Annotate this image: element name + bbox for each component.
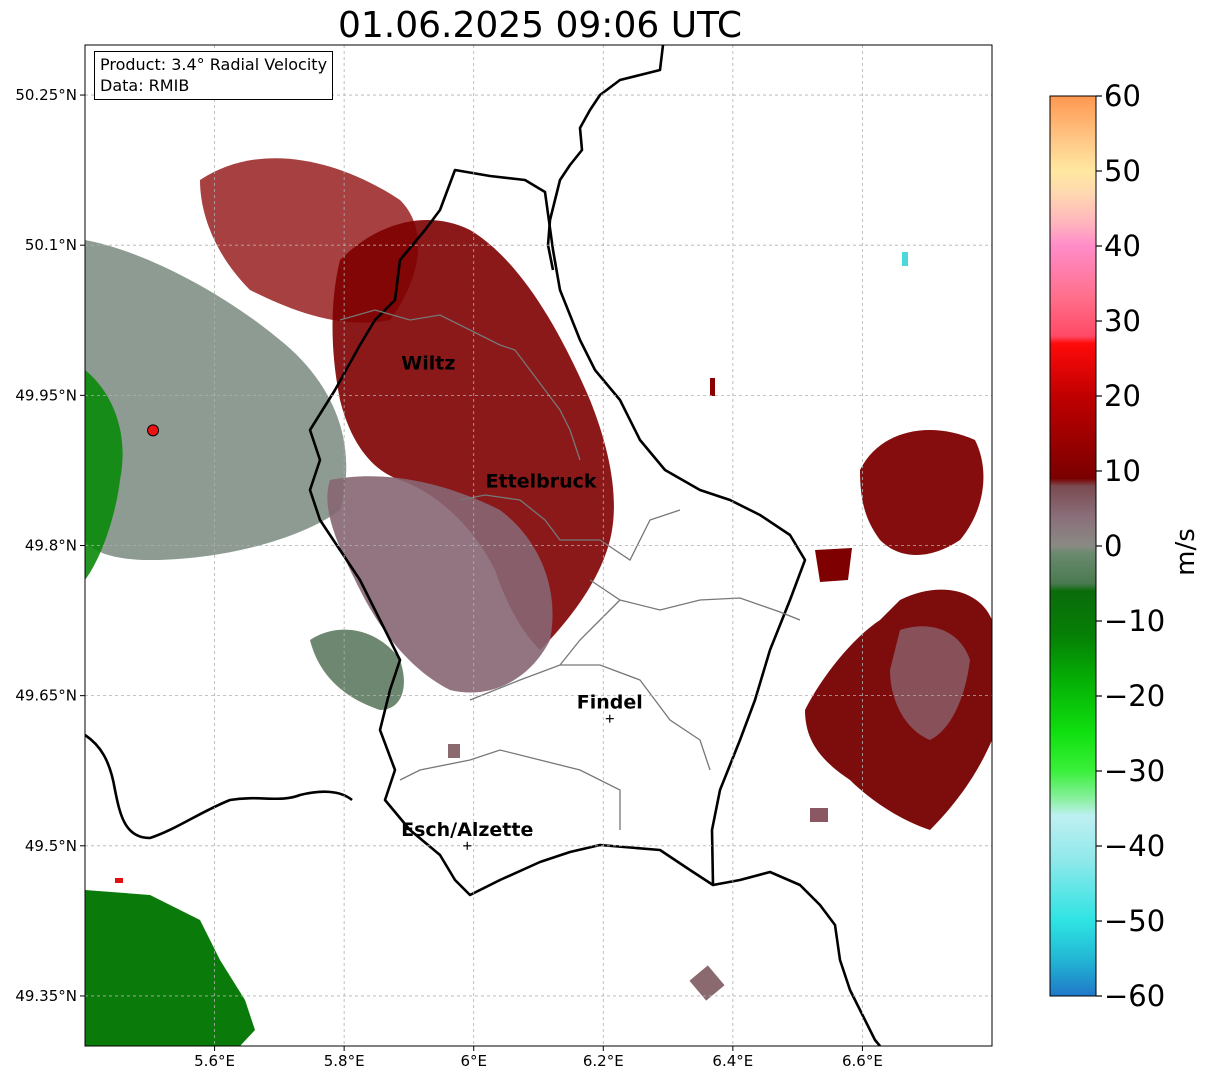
colorbar-tick-label: −50 — [1104, 904, 1165, 938]
echo-speck — [710, 378, 715, 396]
x-tick-label: 6.2°E — [583, 1052, 624, 1070]
canton-border — [459, 494, 681, 561]
radar-site-marker[interactable] — [147, 424, 160, 437]
echo-speck — [689, 965, 725, 1001]
y-tick-label: 50.25°N — [15, 86, 77, 104]
info-box: Product: 3.4° Radial Velocity Data: RMIB — [94, 51, 334, 100]
echo-green-sw — [85, 890, 255, 1046]
colorbar-label: m/s — [1168, 522, 1204, 582]
place-labels: Wiltz Ettelbruck Findel Esch/Alzette — [401, 352, 643, 850]
y-tick-label: 49.95°N — [15, 386, 77, 404]
x-tick-label: 6.6°E — [842, 1052, 883, 1070]
echo-speck — [810, 808, 828, 822]
echo-mauve-east — [890, 626, 970, 740]
colorbar: 60 50 40 30 20 10 0 −10 −20 −30 −40 −50 −60 — [1049, 79, 1165, 1013]
colorbar-tick-label: 40 — [1104, 229, 1141, 263]
colorbar-tick-label: −40 — [1104, 829, 1165, 863]
y-tick-label: 49.5°N — [25, 837, 77, 855]
x-tick-label: 5.8°E — [324, 1052, 365, 1070]
colorbar-tick-label: −60 — [1104, 979, 1165, 1013]
canton-borders — [339, 309, 801, 830]
x-axis: 5.6°E 5.8°E 6°E 6.2°E 6.4°E 6.6°E — [194, 1046, 883, 1070]
echo-red-main — [332, 220, 614, 650]
border-fr-de-south — [712, 870, 881, 1046]
colorbar-tick-label: −30 — [1104, 754, 1165, 788]
place-label: Findel — [577, 692, 643, 714]
x-tick-label: 6.4°E — [712, 1052, 753, 1070]
border-lu-be — [308, 168, 807, 897]
canton-border — [559, 599, 621, 666]
canton-border — [469, 664, 711, 771]
colorbar-unit: m/s — [1171, 528, 1201, 576]
gridlines — [85, 45, 992, 1046]
colorbar-tick-label: 20 — [1104, 379, 1141, 413]
colorbar-tick-label: 0 — [1104, 529, 1122, 563]
echo-red-east-top — [860, 430, 984, 555]
echo-mauve — [327, 476, 553, 693]
canton-border — [339, 309, 581, 461]
chart-title: 01.06.2025 09:06 UTC — [337, 5, 743, 46]
colorbar-ticks: 60 50 40 30 20 10 0 −10 −20 −30 −40 −50 −60 — [1096, 79, 1165, 1013]
border-be-fr — [85, 733, 353, 840]
x-tick-label: 5.6°E — [194, 1052, 235, 1070]
place-label: Esch/Alzette — [401, 819, 533, 841]
radar-echoes — [85, 158, 992, 1046]
echo-speck — [902, 252, 908, 266]
colorbar-tick-label: 60 — [1104, 79, 1141, 113]
y-tick-label: 49.8°N — [25, 537, 77, 555]
map-area[interactable]: Wiltz Ettelbruck Findel Esch/Alzette — [85, 45, 992, 1046]
country-borders — [85, 45, 881, 1046]
colorbar-tick-label: 50 — [1104, 154, 1141, 188]
echo-speck — [115, 878, 123, 883]
echo-core-grey — [85, 240, 347, 560]
echo-core-green — [85, 370, 123, 580]
y-tick-label: 49.65°N — [15, 687, 77, 705]
place-label: Wiltz — [401, 352, 455, 374]
y-tick-label: 50.1°N — [25, 236, 77, 254]
echo-speck — [448, 744, 460, 758]
canton-border — [399, 749, 621, 830]
product-label: Product: 3.4° Radial Velocity — [100, 55, 328, 74]
data-source-label: Data: RMIB — [100, 76, 190, 95]
echo-greygreen — [310, 629, 404, 710]
echo-red-east-small — [815, 548, 852, 582]
colorbar-tick-label: −20 — [1104, 679, 1165, 713]
y-axis: 50.25°N 50.1°N 49.95°N 49.8°N 49.65°N 49.5°N 4… — [15, 86, 85, 1005]
y-tick-label: 49.35°N — [15, 987, 77, 1005]
colorbar-tick-label: −10 — [1104, 604, 1165, 638]
place-label: Ettelbruck — [486, 470, 597, 492]
colorbar-gradient — [1049, 95, 1097, 997]
colorbar-tick-label: 30 — [1104, 304, 1141, 338]
border-de-east — [546, 45, 665, 271]
x-tick-label: 6°E — [460, 1052, 487, 1070]
colorbar-tick-label: 10 — [1104, 454, 1141, 488]
